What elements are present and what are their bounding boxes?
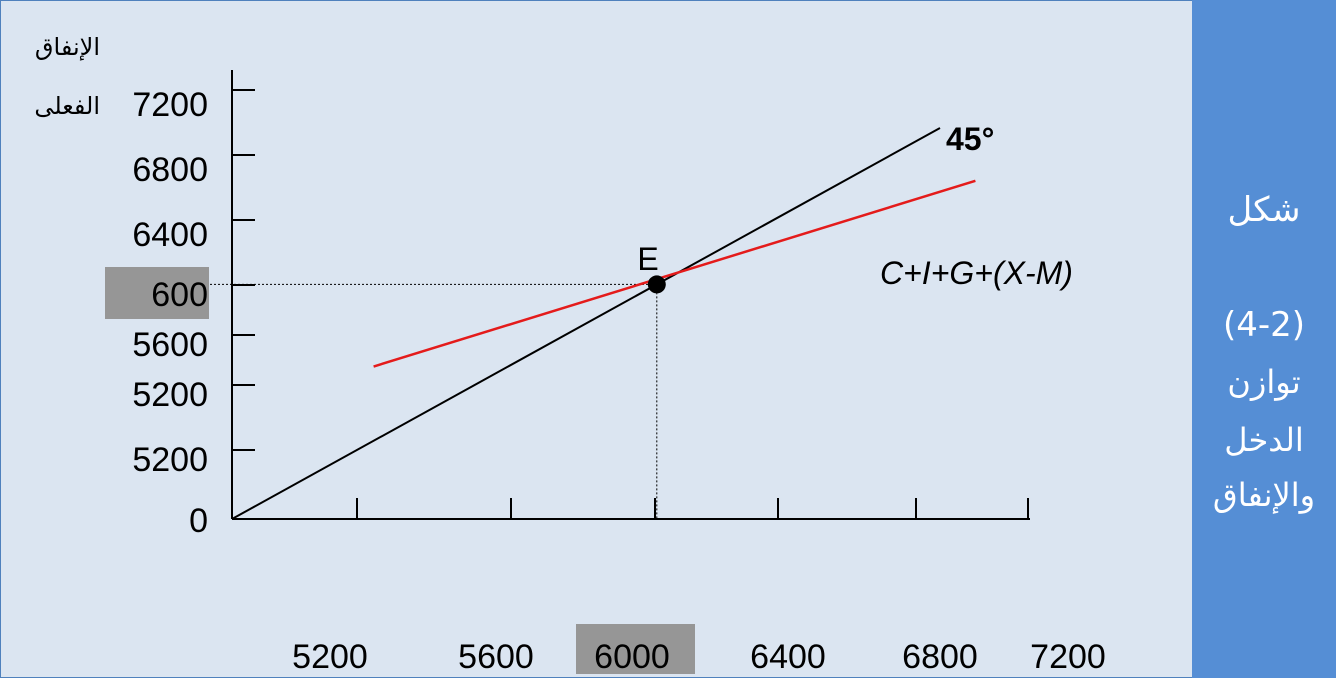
equilibrium-point: [647, 275, 666, 294]
y-tick-label-4: 600: [151, 276, 208, 314]
series-45-degree-line: [231, 127, 941, 520]
income-expenditure-chart: 5200 5600 6000 6400 6800 7200 0 5200 5200 5600 600…: [34, 33, 1106, 676]
y-tick-label-2: 5200: [132, 376, 208, 414]
y-tick-label-3: 5600: [132, 326, 208, 364]
y-tick-label-6: 6800: [132, 151, 208, 189]
y-axis-title-line-2: الفعلى: [34, 92, 100, 120]
x-tick-label-3: 6400: [750, 638, 826, 676]
x-tick-label-4: 6800: [902, 638, 978, 676]
caption-line-3: والإنفاق: [1212, 476, 1316, 514]
y-highlight-box: [105, 267, 209, 319]
equilibrium-label: E: [637, 241, 658, 277]
series-label-45-degree: 45°: [946, 121, 994, 157]
figure-number: (4-2): [1222, 305, 1306, 345]
x-tick-label-5: 7200: [1030, 638, 1106, 676]
y-tick-label-5: 6400: [132, 216, 208, 254]
caption-line-2: الدخل: [1224, 421, 1304, 459]
y-tick-label-0: 0: [189, 502, 208, 540]
side-panel: شكل (4-2) توازن الدخل والإنفاق: [1192, 0, 1336, 678]
x-tick-label-1: 5600: [458, 638, 534, 676]
series-label-aggregate-expenditure: C+I+G+(X-M): [880, 255, 1073, 291]
y-tick-label-1: 5200: [132, 441, 208, 479]
x-tick-label-2: 6000: [594, 638, 670, 676]
y-tick-label-7: 7200: [132, 86, 208, 124]
x-highlight-box: [576, 624, 695, 674]
caption-line-1: توازن: [1227, 363, 1301, 401]
figure-word: شكل: [1227, 190, 1301, 230]
series-aggregate-expenditure-line: [373, 179, 976, 368]
y-axis-title-line-1: الإنفاق: [35, 33, 100, 61]
x-tick-label-0: 5200: [292, 638, 368, 676]
